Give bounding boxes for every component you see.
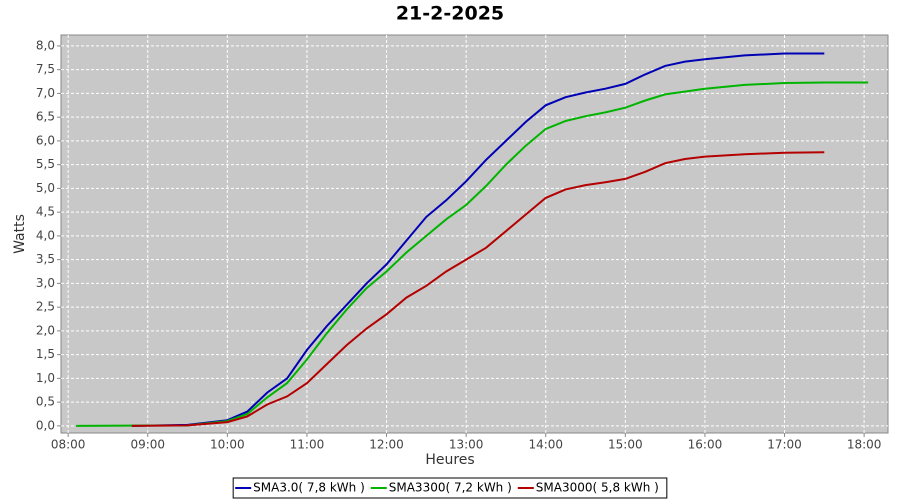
- y-tick-label: 8,0: [36, 38, 55, 52]
- y-tick-label: 0,0: [36, 418, 55, 432]
- y-tick-label: 1,0: [36, 371, 55, 385]
- y-axis-title: Watts: [12, 214, 28, 254]
- y-tick-label: 3,5: [36, 252, 55, 266]
- legend-label: SMA3000( 5,8 kWh ): [536, 481, 659, 495]
- series-line: [131, 151, 825, 427]
- x-tick-label: 16:00: [688, 438, 723, 452]
- x-tick-label: 15:00: [608, 438, 643, 452]
- series-line: [76, 81, 869, 427]
- x-tick-label: 09:00: [130, 438, 165, 452]
- x-tick-label: 17:00: [767, 438, 802, 452]
- x-tick-label: 10:00: [210, 438, 245, 452]
- y-tick-label: 3,0: [36, 276, 55, 290]
- y-tick-label: 6,0: [36, 133, 55, 147]
- legend-label: SMA3300( 7,2 kWh ): [389, 481, 512, 495]
- y-tick-label: 7,0: [36, 86, 55, 100]
- y-tick-label: 2,5: [36, 300, 55, 314]
- y-tick-label: 6,5: [36, 110, 55, 124]
- x-tick-label: 18:00: [847, 438, 882, 452]
- legend-label: SMA3.0( 7,8 kWh ): [253, 481, 365, 495]
- legend-box: [232, 477, 668, 499]
- y-tick-label: 4,0: [36, 228, 55, 242]
- plot-area: [60, 34, 889, 434]
- y-tick-label: 2,0: [36, 323, 55, 337]
- y-tick-label: 7,5: [36, 62, 55, 76]
- x-axis-title: Heures: [425, 452, 474, 468]
- x-tick-label: 13:00: [449, 438, 484, 452]
- y-tick-label: 5,0: [36, 181, 55, 195]
- y-tick-label: 5,5: [36, 157, 55, 171]
- x-tick-label: 14:00: [528, 438, 563, 452]
- y-tick-label: 0,5: [36, 395, 55, 409]
- legend: SMA3.0( 7,8 kWh ) SMA3300( 7,2 kWh ) SMA30…: [232, 477, 668, 499]
- series-line: [131, 52, 825, 427]
- x-tick-label: 08:00: [51, 438, 86, 452]
- chart-title: 21-2-2025: [396, 3, 504, 25]
- y-tick-label: 4,5: [36, 205, 55, 219]
- y-tick-label: 1,5: [36, 347, 55, 361]
- x-tick-label: 11:00: [290, 438, 325, 452]
- x-tick-label: 12:00: [369, 438, 404, 452]
